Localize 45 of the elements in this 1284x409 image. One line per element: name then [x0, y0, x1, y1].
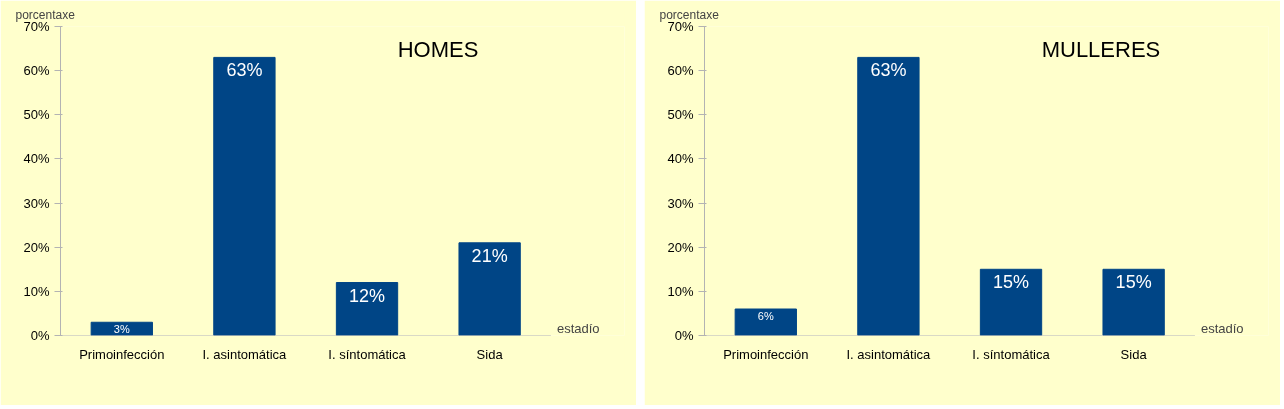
x-tick-label: I. asintomática — [846, 346, 932, 362]
data-label: 12% — [349, 285, 386, 306]
text: MULLERES — [1041, 36, 1161, 62]
y-axis-title: porcentaxe — [15, 7, 76, 22]
y-tick-label: 40% — [667, 151, 694, 167]
y-tick-label: 0% — [674, 328, 694, 343]
y-tick-label: 30% — [667, 195, 694, 211]
data-label: 15% — [993, 272, 1030, 293]
y-tick-label: 60% — [23, 63, 50, 79]
bar — [213, 56, 276, 336]
bar — [734, 308, 797, 336]
data-label: 63% — [870, 60, 907, 81]
y-tick-label: 70% — [667, 19, 694, 34]
data-label: 15% — [1115, 272, 1152, 293]
y-tick-label: 10% — [667, 283, 694, 299]
y-tick-label: 40% — [23, 151, 50, 167]
bar — [1102, 268, 1165, 336]
y-axis-title: porcentaxe — [659, 7, 720, 22]
bar — [335, 282, 399, 336]
x-tick-label: I. síntomática — [328, 346, 407, 362]
y-tick-label: 20% — [23, 239, 50, 255]
y-tick-label: 20% — [667, 239, 694, 255]
x-axis-title: estadío — [1200, 320, 1244, 336]
y-tick-label: 0% — [30, 328, 50, 343]
data-label: 3% — [113, 323, 130, 336]
bar — [458, 242, 521, 336]
y-tick-label: 50% — [23, 107, 50, 123]
data-label: 6% — [757, 310, 774, 323]
x-tick-label: Sida — [1120, 346, 1148, 362]
y-tick-label: 70% — [23, 19, 50, 34]
bar — [979, 268, 1043, 336]
x-tick-label: Primoinfección — [723, 346, 809, 362]
x-tick-label: I. síntomática — [972, 346, 1051, 362]
y-tick-label: 50% — [667, 107, 694, 123]
x-tick-label: Sida — [476, 346, 504, 362]
text: HOMES — [397, 36, 479, 62]
x-tick-label: Primoinfección — [79, 346, 165, 362]
x-axis-title: estadío — [556, 320, 600, 336]
bar — [857, 56, 920, 336]
y-tick-label: 10% — [23, 283, 50, 299]
x-tick-label: I. asintomática — [202, 346, 288, 362]
data-label: 21% — [471, 245, 508, 266]
y-tick-label: 30% — [23, 195, 50, 211]
data-label: 63% — [226, 60, 263, 81]
y-tick-label: 60% — [667, 63, 694, 79]
